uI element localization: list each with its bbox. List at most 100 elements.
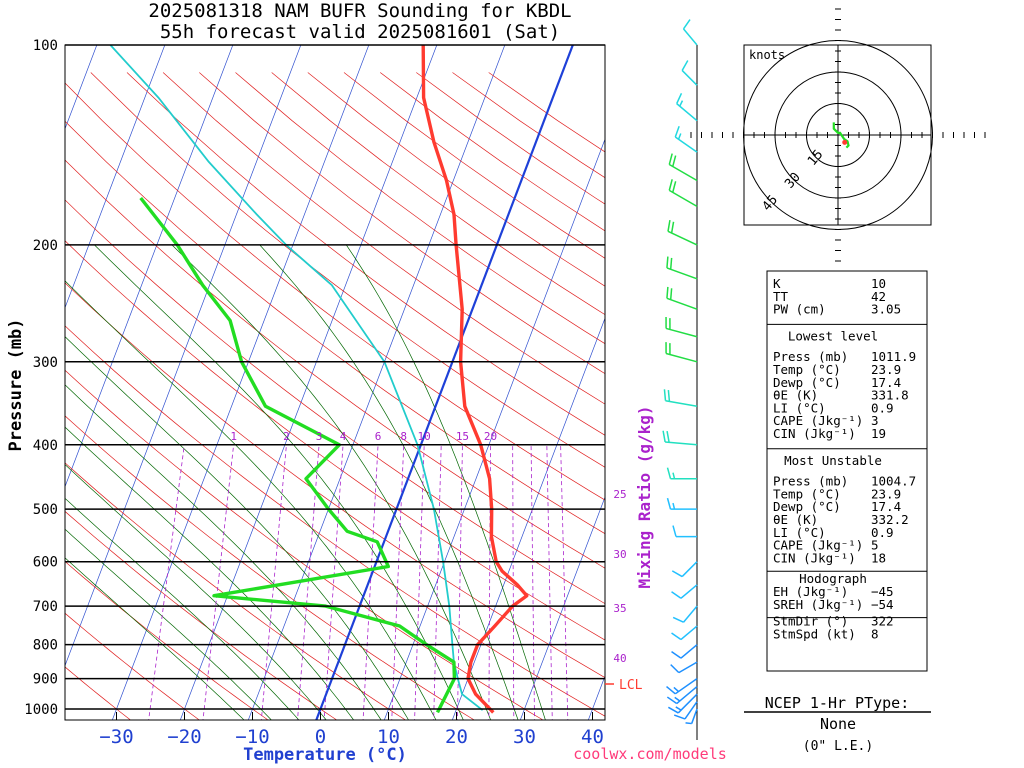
temperature-tick-label: −10	[235, 726, 269, 748]
dry-adiabat-line	[65, 612, 200, 720]
dry-adiabat-line	[90, 72, 605, 468]
wind-barb-feather	[671, 632, 682, 641]
wind-barb-shaft	[667, 230, 698, 246]
wind-barb	[665, 317, 698, 338]
wind-barb-feather	[669, 288, 673, 300]
credit-link[interactable]: coolwx.com/models	[573, 745, 727, 763]
wind-barb-half-feather	[673, 686, 680, 693]
index-value: 10	[871, 276, 886, 291]
index-value: 42	[871, 289, 886, 304]
moist-adiabat-line	[65, 464, 327, 720]
wind-barb-shaft	[684, 701, 698, 720]
wind-barb-half-feather	[685, 722, 692, 725]
index-label: TT	[773, 289, 789, 304]
mixing-ratio-line	[362, 444, 379, 720]
index-label: K	[773, 276, 781, 291]
x-axis-label: Temperature (°C)	[243, 745, 407, 765]
temperature-tick-label: 0	[315, 726, 326, 748]
wind-barb-half-feather	[672, 502, 676, 510]
mixing-ratio-tick-label: 3	[316, 430, 323, 443]
wind-barb-feather	[662, 430, 666, 443]
wind-barb	[685, 708, 698, 725]
mixing-ratio-tick-label: 2	[283, 430, 290, 443]
moist-adiabat-line	[94, 244, 464, 720]
index-label: Dewp (°C)	[773, 499, 841, 514]
wind-barb	[672, 525, 697, 538]
wind-barb	[665, 342, 698, 363]
wind-barb-feather	[672, 155, 677, 167]
moist-adiabat-line	[65, 336, 409, 720]
mixing-ratio-line	[512, 444, 515, 720]
pressure-tick-label: 700	[33, 599, 58, 615]
wind-barb-half-feather	[674, 696, 681, 702]
dry-adiabat-line	[65, 325, 605, 717]
wind-barb-shaft	[677, 693, 698, 714]
pressure-tick-label: 1000	[24, 702, 58, 718]
wind-barb-feather	[666, 685, 676, 695]
dry-adiabat-line	[65, 666, 132, 720]
wind-barb-feather	[666, 497, 672, 510]
dry-adiabat-line	[416, 72, 605, 205]
wind-barb	[662, 430, 698, 446]
indices-section-header: Most Unstable	[784, 453, 882, 468]
wind-barb-feather	[672, 525, 677, 537]
wind-barb	[681, 60, 698, 86]
index-value: 8	[871, 626, 879, 641]
isotherm-line	[65, 45, 302, 667]
wind-barb	[682, 19, 698, 46]
index-label: CIN (Jkg⁻¹)	[773, 550, 856, 565]
wind-barb-shaft	[682, 28, 698, 46]
wind-barb-feather	[666, 467, 672, 479]
mixing-ratio-tick-label: 6	[375, 430, 382, 443]
index-value: 17.4	[871, 375, 901, 390]
index-label: Press (mb)	[773, 349, 848, 364]
mixing-ratio-line	[260, 444, 287, 720]
dry-adiabat-line	[65, 120, 605, 535]
dry-adiabat-line	[126, 72, 605, 436]
wind-barb-shaft	[681, 69, 698, 86]
pressure-tick-label: 300	[33, 355, 58, 371]
wind-barb-feather	[663, 389, 667, 401]
wind-barb	[667, 693, 698, 714]
mixing-ratio-line	[560, 444, 569, 720]
mixing-ratio-tick-label: 4	[340, 430, 347, 443]
index-value: 322	[871, 614, 894, 629]
index-value: 23.9	[871, 486, 901, 501]
mixing-ratio-tick-label: 40	[613, 652, 626, 665]
moist-adiabat-line	[65, 557, 245, 720]
wind-barb-feather	[668, 153, 673, 165]
wind-barb	[666, 678, 698, 695]
wind-barb	[666, 467, 697, 480]
wind-barb-feather	[676, 92, 683, 104]
isotherm-line	[65, 45, 166, 309]
storm-motion-marker	[842, 139, 848, 145]
ptype-title: NCEP 1-Hr PType:	[765, 694, 910, 712]
index-label: CIN (Jkg⁻¹)	[773, 426, 856, 441]
wind-barb-feather	[671, 570, 683, 578]
mixing-ratio-line	[391, 444, 405, 720]
mixing-ratio-line	[546, 444, 553, 720]
wind-barb	[666, 497, 697, 510]
wind-barb	[666, 286, 698, 310]
wind-barb-shaft	[690, 708, 698, 724]
wind-barb	[671, 644, 698, 659]
wind-barb-feather	[667, 389, 671, 402]
mixing-ratio-tick-label: 35	[613, 602, 626, 615]
dry-adiabat-line	[65, 82, 605, 501]
wind-barb-shaft	[665, 352, 698, 363]
wind-barb-shaft	[678, 661, 698, 674]
wind-barb	[676, 92, 698, 122]
plot-frame	[64, 44, 606, 721]
temperature-tick-label: 20	[445, 726, 468, 748]
lcl-label: LCL	[619, 678, 643, 693]
moist-adiabat-line	[65, 528, 272, 720]
mixing-ratio-line	[148, 444, 185, 720]
wind-barb-shaft	[666, 267, 698, 280]
mixing-ratio-labels: 1 2 3 4 6 8 10 15 20 25 30 35 40	[230, 430, 626, 665]
skewt-plot-area	[65, 45, 605, 720]
wind-barb-feather	[670, 664, 680, 674]
mixing-ratio-axis-label: Mixing Ratio (g/kg)	[635, 405, 654, 588]
wind-barb	[668, 153, 698, 182]
mixing-ratio-tick-label: 20	[484, 430, 497, 443]
mixing-ratio-line	[530, 444, 535, 720]
